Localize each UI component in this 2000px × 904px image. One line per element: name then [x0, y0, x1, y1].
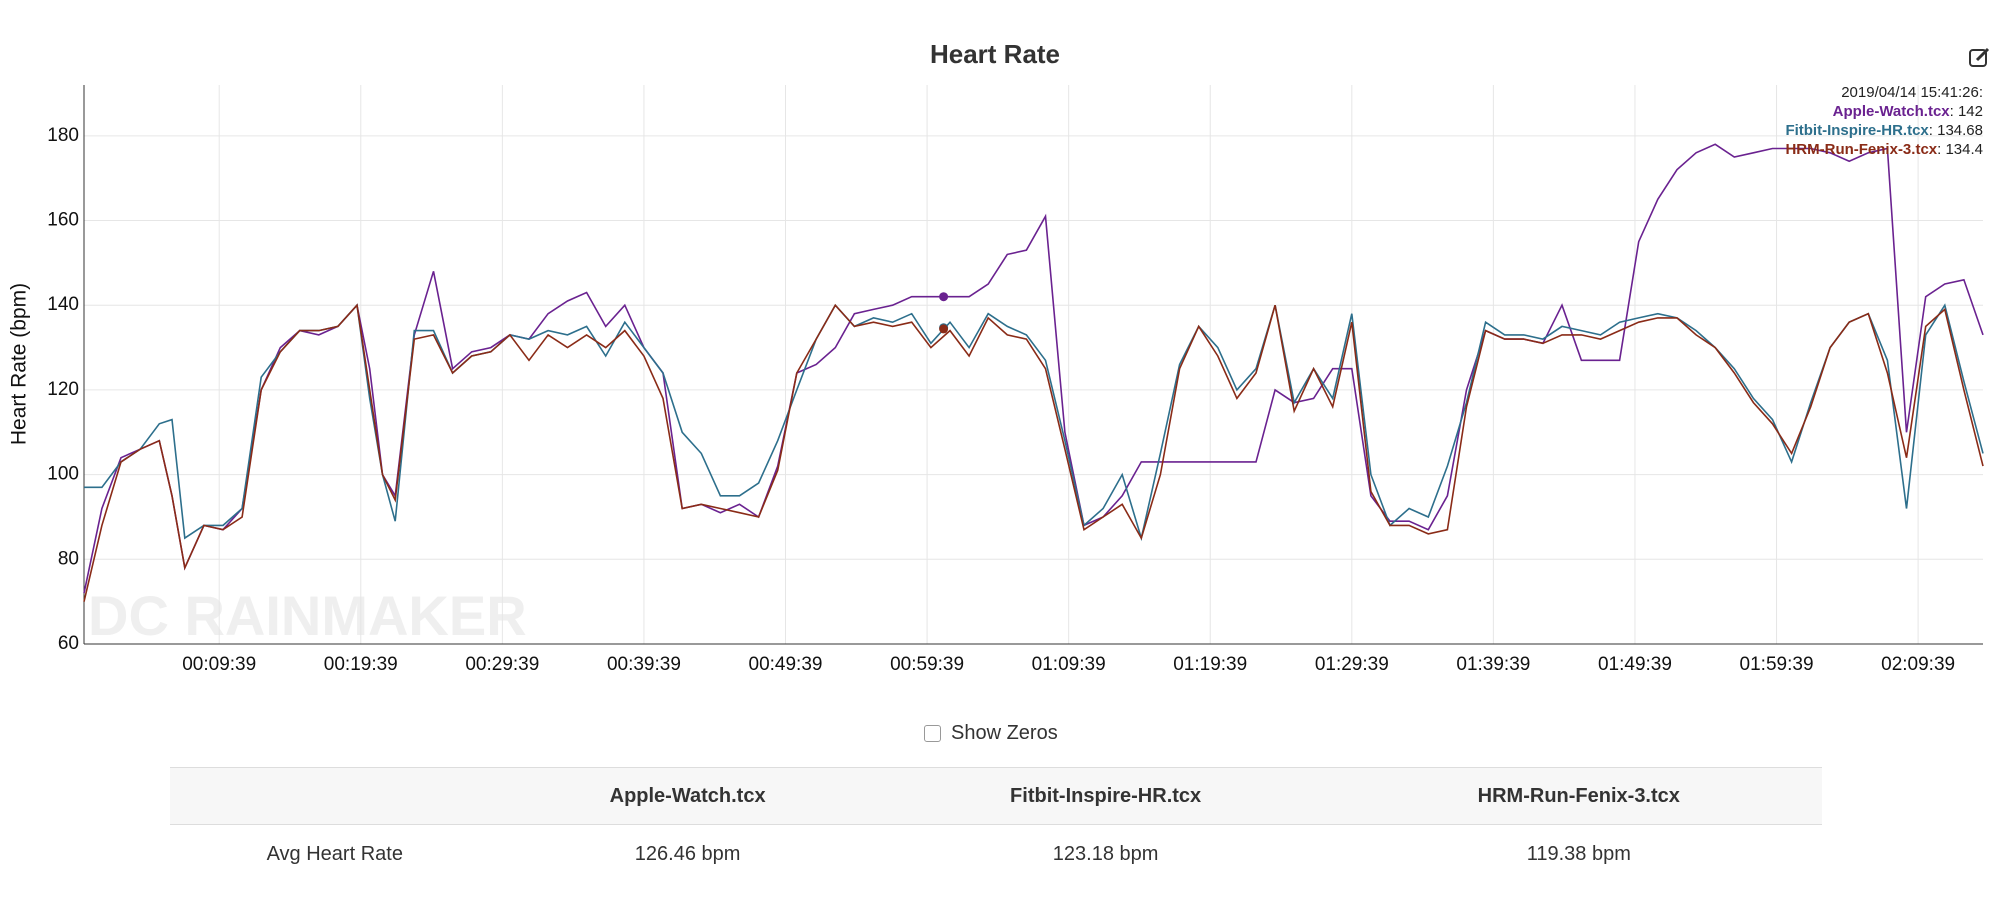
series-line — [84, 303, 1984, 542]
table-cell: 123.18 bpm — [1052, 842, 1159, 865]
y-tick-label: 180 — [47, 125, 79, 146]
hover-time: 2019/04/14 15:41:26: — [1841, 84, 1983, 101]
hover-marker — [939, 324, 949, 334]
y-tick-label: 120 — [47, 379, 79, 400]
legend-entry: Fitbit-Inspire-HR.tcx: 134.68 — [1785, 122, 1983, 139]
show-zeros-control[interactable]: Show Zeros — [924, 722, 1058, 745]
x-tick-label: 02:09:39 — [1881, 654, 1955, 675]
watermark: DC RAINMAKER — [88, 584, 527, 647]
chart: Heart Rate Heart Rate (bpm) DC RAINMAKER… — [8, 39, 1990, 675]
legend-value: : 134.68 — [1929, 122, 1983, 139]
legend-entry: Apple-Watch.tcx: 142 — [1833, 103, 1983, 120]
series-line — [83, 143, 1984, 594]
x-tick-label: 01:59:39 — [1740, 654, 1814, 675]
y-axis-label: Heart Rate (bpm) — [8, 283, 31, 445]
edit-icon[interactable] — [1969, 47, 1990, 67]
x-tick-label: 01:29:39 — [1315, 654, 1389, 675]
table-cell: 119.38 bpm — [1526, 842, 1631, 865]
x-tick-label: 01:09:39 — [1032, 654, 1106, 675]
y-tick-label: 160 — [47, 210, 79, 231]
x-tick-label: 01:19:39 — [1173, 654, 1247, 675]
legend-value: : 134.4 — [1937, 141, 1983, 158]
x-tick-label: 01:49:39 — [1598, 654, 1672, 675]
x-tick-label: 00:09:39 — [182, 654, 256, 675]
x-tick-label: 00:19:39 — [324, 654, 398, 675]
legend-name: HRM-Run-Fenix-3.tcx — [1785, 141, 1937, 158]
x-tick-label: 00:39:39 — [607, 654, 681, 675]
legend-entry: HRM-Run-Fenix-3.tcx: 134.4 — [1785, 141, 1983, 158]
x-tick-label: 00:49:39 — [749, 654, 823, 675]
checkbox[interactable] — [924, 725, 941, 742]
series-line — [83, 303, 1984, 602]
header-blank — [170, 767, 500, 825]
hover-marker — [939, 292, 949, 302]
table-row: Avg Heart Rate 126.46 bpm 123.18 bpm 119.38… — [170, 825, 1822, 884]
chart-title: Heart Rate — [930, 39, 1060, 69]
y-tick-label: 80 — [58, 548, 79, 569]
y-tick-label: 100 — [47, 464, 79, 485]
x-tick-label: 00:29:39 — [465, 654, 539, 675]
legend-name: Apple-Watch.tcx — [1833, 103, 1951, 120]
table-cell: 126.46 bpm — [634, 842, 741, 865]
legend-value: : 142 — [1950, 103, 1983, 120]
x-tick-label: 01:39:39 — [1456, 654, 1530, 675]
legend-name: Fitbit-Inspire-HR.tcx — [1785, 122, 1929, 139]
x-tick-label: 00:59:39 — [890, 654, 964, 675]
column-header: HRM-Run-Fenix-3.tcx — [1335, 767, 1822, 825]
column-header: Apple-Watch.tcx — [499, 767, 876, 825]
y-tick-label: 60 — [58, 633, 79, 654]
summary-table: Apple-Watch.tcx Fitbit-Inspire-HR.tcx HRM-… — [170, 767, 1822, 883]
row-label: Avg Heart Rate — [266, 842, 403, 865]
y-tick-label: 140 — [47, 294, 79, 315]
column-header: Fitbit-Inspire-HR.tcx — [875, 767, 1336, 825]
checkbox-label: Show Zeros — [951, 722, 1058, 744]
